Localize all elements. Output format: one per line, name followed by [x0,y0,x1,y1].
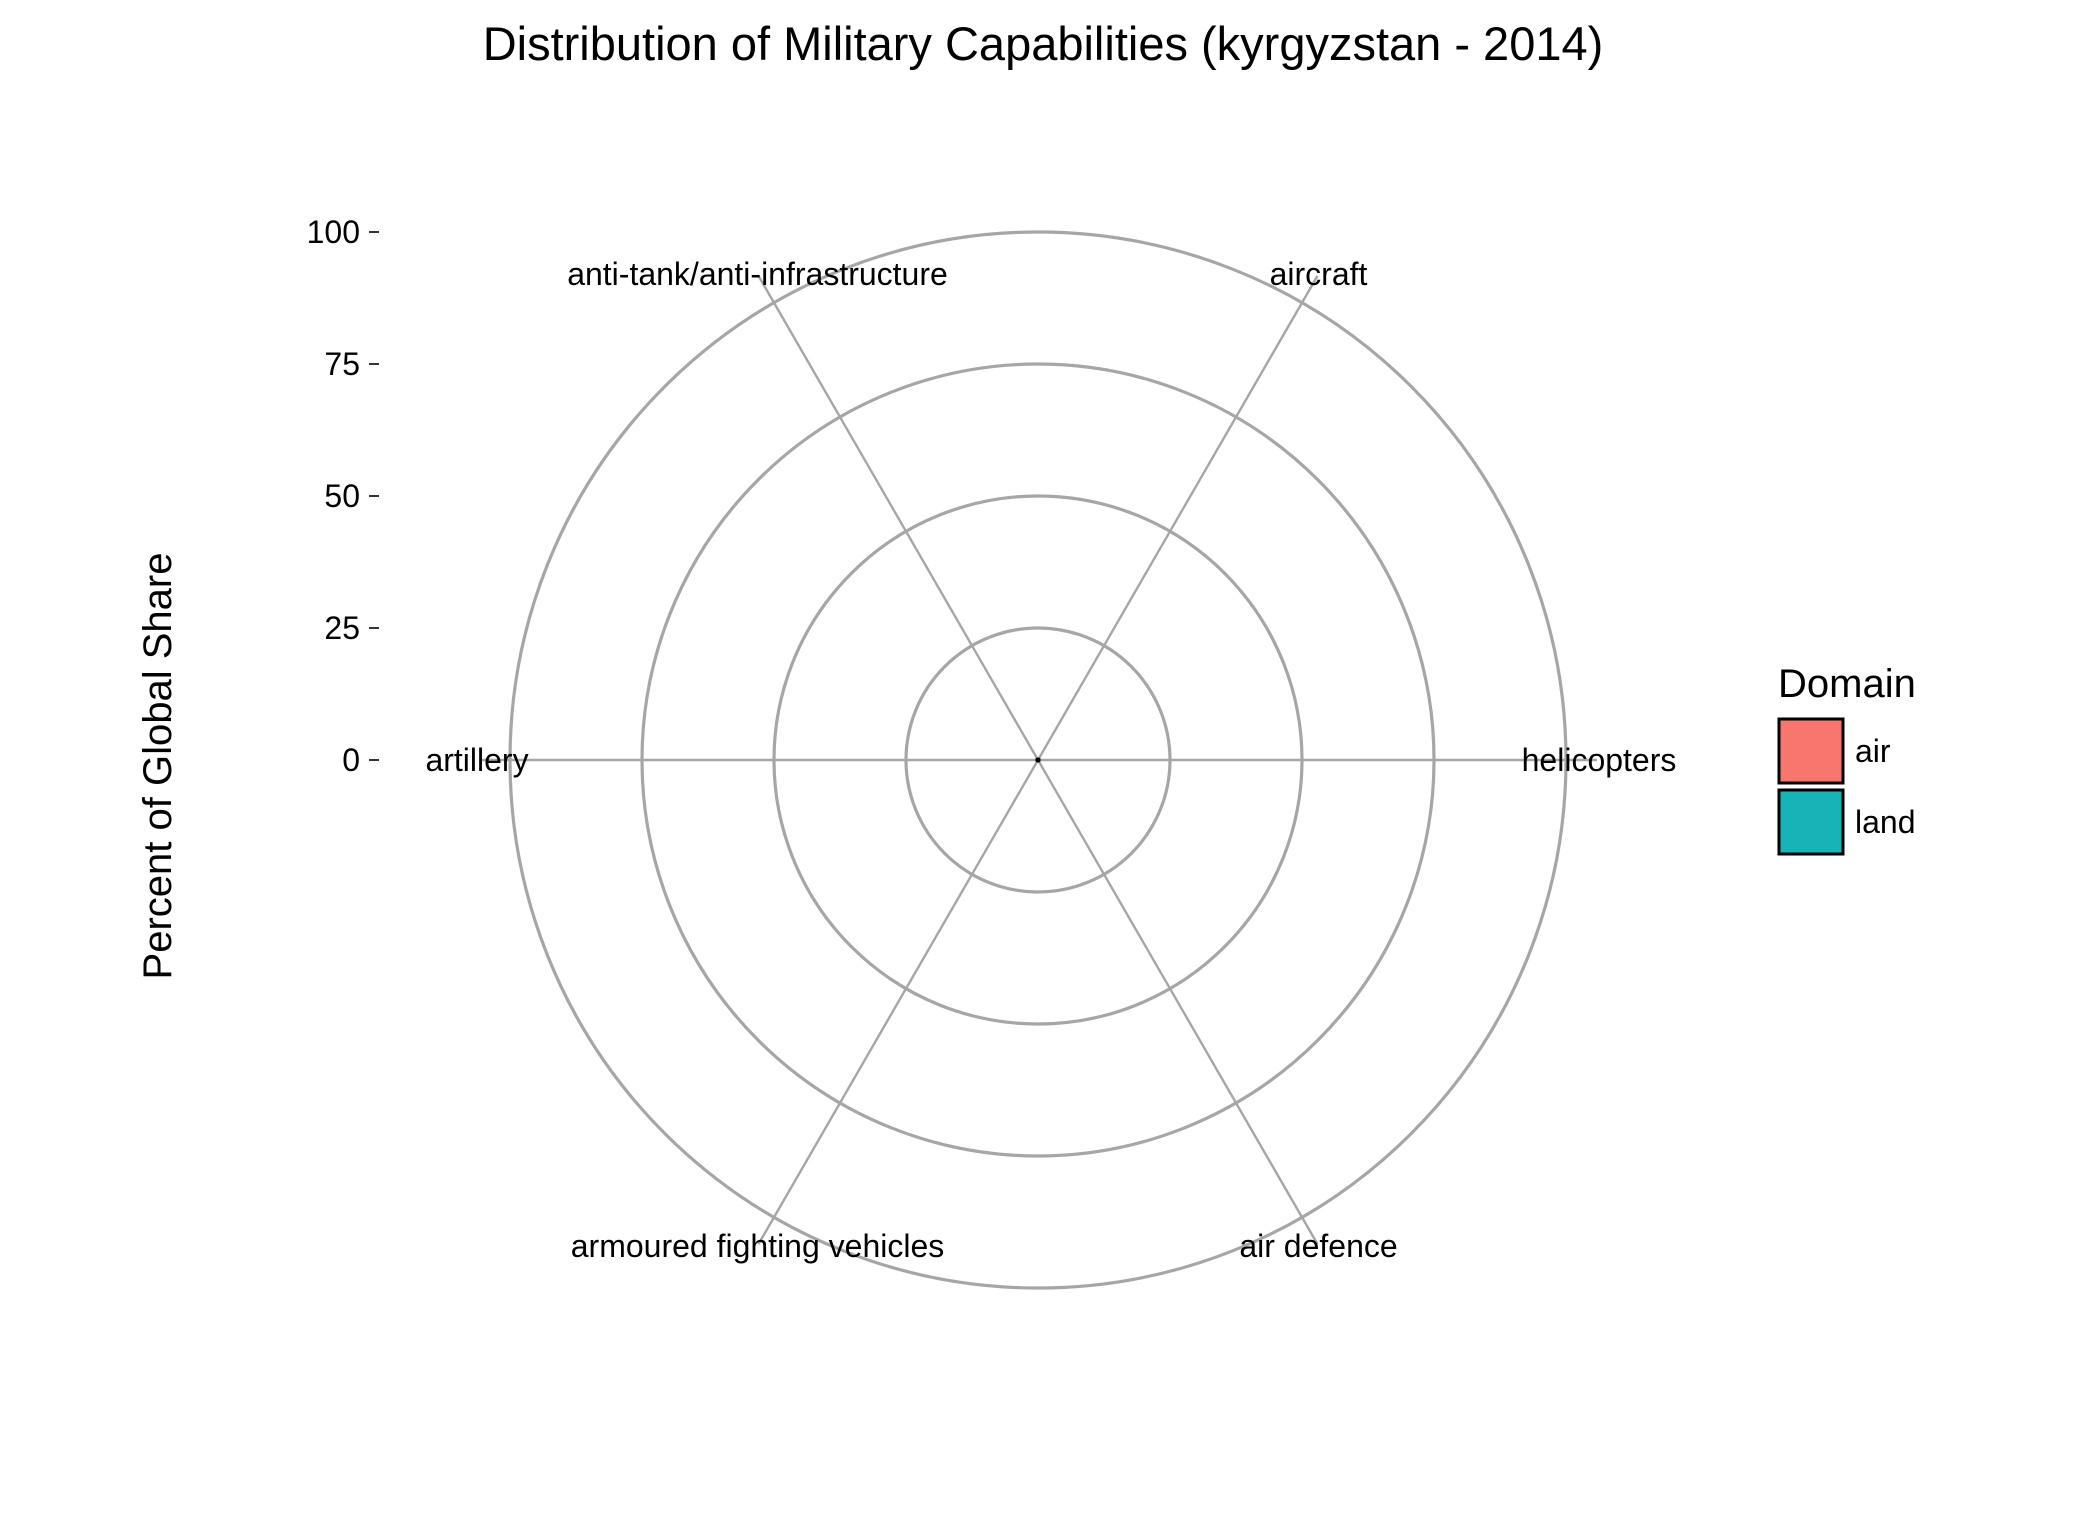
legend: Domain air land [1777,662,1916,856]
legend-label-land: land [1855,804,1916,840]
y-tick-label: 75 [324,346,360,382]
radar-grid [479,230,1597,1290]
y-tick-label: 50 [324,478,360,514]
y-tick-label: 25 [324,610,360,646]
spoke-4 [757,759,1040,1245]
legend-title: Domain [1778,662,1916,706]
category-label: armoured fighting vehicles [571,1228,945,1264]
legend-label-air: air [1855,733,1891,769]
spoke-5 [1036,759,1319,1245]
legend-swatch-air [1777,717,1845,785]
category-label: aircraft [1270,256,1368,292]
y-tick-label: 100 [307,214,360,250]
category-label: artillery [425,742,528,778]
y-axis-label: Percent of Global Share [136,553,180,980]
chart-title: Distribution of Military Capabilities (k… [483,17,1604,70]
y-axis: 0 25 50 75 100 [307,214,379,778]
legend-swatch-land [1777,788,1845,856]
category-label: anti-tank/anti-infrastructure [567,256,948,292]
spoke-1 [1036,275,1319,761]
series-land-point [1035,757,1041,763]
y-tick-label: 0 [342,742,360,778]
category-label: air defence [1239,1228,1397,1264]
data-series [1035,757,1041,763]
spoke-2 [757,275,1040,761]
category-labels: helicopters aircraft anti-tank/anti-infras… [425,256,1676,1264]
category-label: helicopters [1522,742,1677,778]
